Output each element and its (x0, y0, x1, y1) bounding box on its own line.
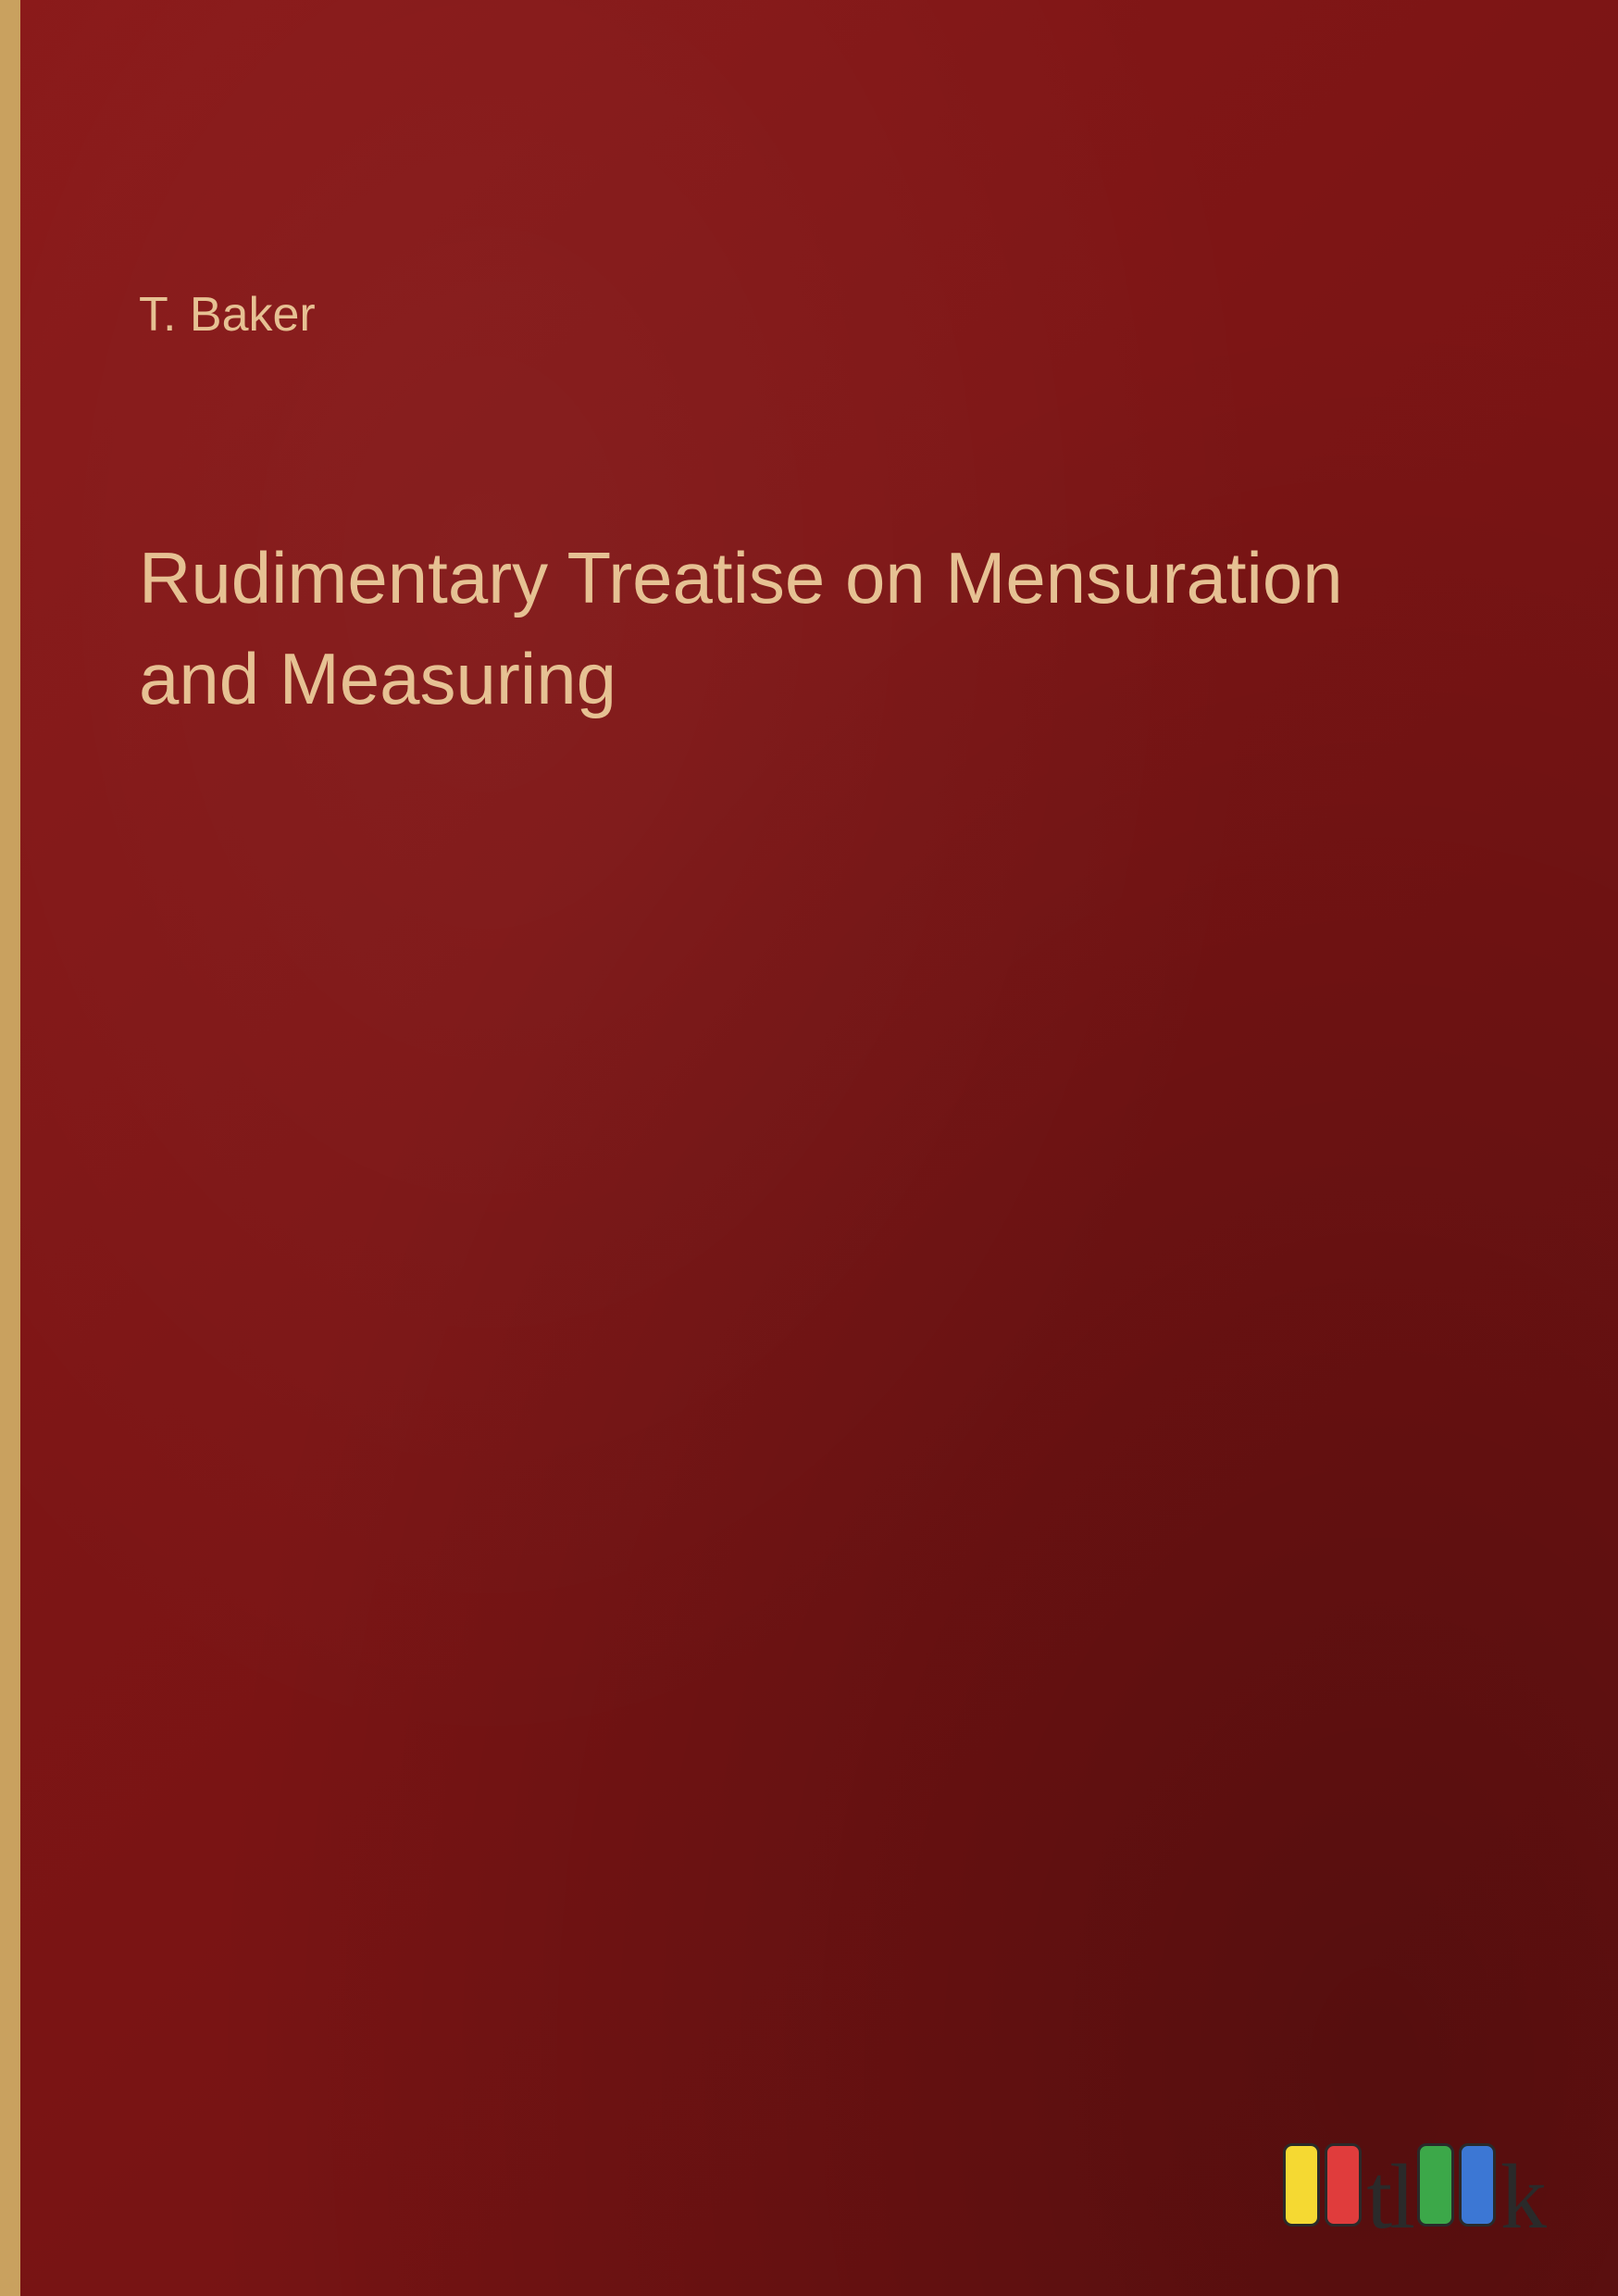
logo-bar-o4-icon (1459, 2143, 1496, 2227)
vignette-overlay (0, 0, 1618, 2296)
logo-text-tl: tl (1366, 2160, 1413, 2234)
logo-bar-o2-icon (1325, 2143, 1362, 2227)
logo-bar-o3-icon (1417, 2143, 1454, 2227)
book-title: Rudimentary Treatise on Mensuration and … (139, 528, 1479, 730)
logo-text-k: k (1500, 2160, 1544, 2234)
logo-bar-o1-icon (1283, 2143, 1320, 2227)
publisher-logo: tl k (1283, 2106, 1544, 2227)
book-cover: T. Baker Rudimentary Treatise on Mensura… (0, 0, 1618, 2296)
author-name: T. Baker (139, 287, 316, 343)
book-spine (0, 0, 20, 2296)
logo-bars-oo (1283, 2143, 1362, 2227)
